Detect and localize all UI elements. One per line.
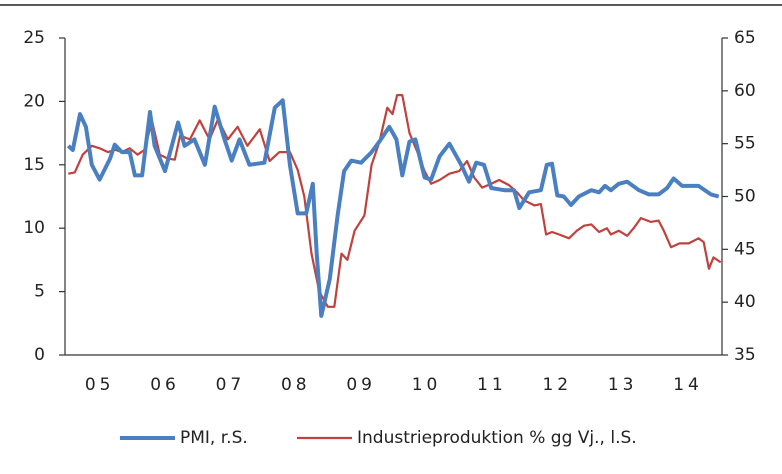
x-tick-label: 13 (608, 375, 638, 395)
line-series (66, 98, 720, 318)
y2-tick-label: 65 (734, 28, 756, 48)
y-tick-label: 25 (23, 28, 45, 48)
y-tick-label: 15 (23, 155, 45, 175)
y2-tick-label: 60 (734, 81, 756, 101)
x-tick-label: 08 (281, 375, 311, 395)
y2-tick-label: 35 (734, 345, 756, 365)
y-tick-label: 5 (34, 282, 45, 302)
x-tick-label: 14 (673, 375, 703, 395)
y2-tick-label: 40 (734, 292, 756, 312)
x-tick-label: 12 (542, 375, 572, 395)
y-tick-label: 10 (23, 218, 45, 238)
legend-label: PMI, r.S. (180, 428, 248, 448)
x-tick-label: 09 (346, 375, 376, 395)
x-tick-label: 10 (412, 375, 442, 395)
x-tick-label: 05 (85, 375, 115, 395)
y-tick-label: 0 (34, 345, 45, 365)
legend-label: Industrieproduktion % gg Vj., l.S. (357, 428, 637, 448)
x-tick-label: 07 (216, 375, 246, 395)
line-series (68, 94, 722, 308)
y2-tick-label: 50 (734, 187, 756, 207)
x-tick-label: 06 (150, 375, 180, 395)
y2-tick-label: 45 (734, 239, 756, 259)
x-tick-label: 11 (477, 375, 507, 395)
y-tick-label: 20 (23, 91, 45, 111)
y2-tick-label: 55 (734, 134, 756, 154)
